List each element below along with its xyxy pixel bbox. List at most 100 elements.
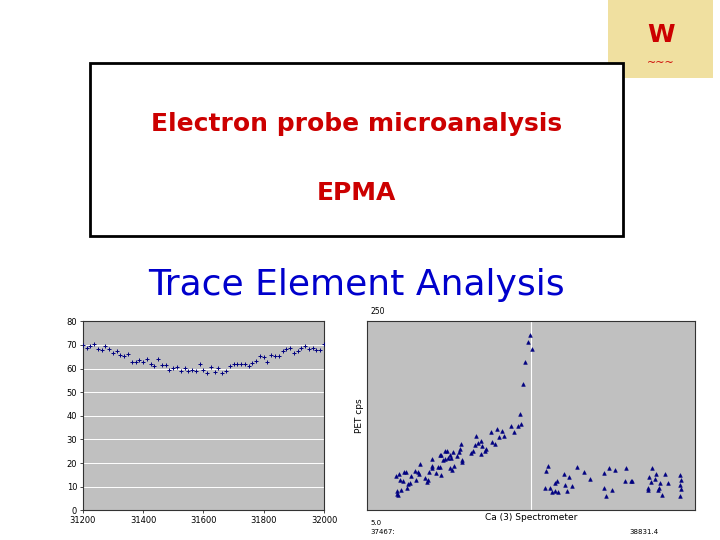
- Point: [469, 432, 481, 441]
- Point: [649, 475, 660, 483]
- Point: [517, 380, 528, 389]
- Point: [410, 475, 422, 484]
- Point: [674, 491, 685, 500]
- Point: [438, 456, 449, 464]
- Point: [427, 455, 438, 464]
- Point: [77, 341, 89, 349]
- Point: [578, 468, 590, 476]
- Point: [434, 463, 446, 472]
- Point: [654, 479, 666, 488]
- Point: [153, 355, 164, 363]
- Point: [542, 462, 554, 471]
- Point: [92, 345, 104, 354]
- Point: [392, 487, 403, 496]
- Point: [406, 472, 418, 481]
- Point: [473, 439, 485, 448]
- Point: [480, 447, 491, 455]
- Point: [435, 471, 446, 480]
- Point: [464, 448, 476, 457]
- Point: [247, 359, 258, 367]
- Text: ~~~: ~~~: [647, 58, 675, 68]
- Point: [156, 361, 168, 369]
- Point: [571, 463, 582, 471]
- Point: [163, 366, 175, 374]
- Point: [598, 469, 610, 477]
- Point: [625, 477, 636, 485]
- Point: [400, 468, 412, 476]
- Point: [598, 483, 609, 492]
- Point: [489, 440, 500, 449]
- Text: 37467:: 37467:: [371, 529, 395, 535]
- Point: [190, 367, 202, 376]
- Point: [646, 463, 657, 472]
- Point: [239, 359, 251, 368]
- Point: [662, 479, 674, 488]
- Point: [654, 484, 665, 492]
- Text: 5.0: 5.0: [371, 519, 382, 526]
- Point: [183, 367, 194, 375]
- Point: [546, 488, 558, 496]
- Point: [600, 492, 612, 501]
- Point: [107, 349, 119, 357]
- Point: [426, 462, 438, 471]
- Point: [413, 470, 425, 478]
- Point: [409, 467, 420, 475]
- Point: [179, 363, 190, 372]
- Point: [426, 464, 437, 472]
- Point: [456, 456, 468, 464]
- Point: [512, 422, 523, 430]
- Point: [394, 470, 405, 478]
- Point: [675, 476, 686, 484]
- Point: [475, 436, 487, 445]
- Point: [235, 360, 247, 368]
- Point: [493, 433, 505, 441]
- Point: [119, 351, 130, 360]
- Point: [442, 454, 454, 463]
- Point: [209, 368, 220, 377]
- Point: [392, 489, 403, 498]
- Point: [522, 338, 534, 347]
- Point: [111, 347, 122, 355]
- Point: [439, 455, 451, 463]
- Point: [430, 469, 441, 477]
- Point: [475, 450, 487, 458]
- Y-axis label: PET cps: PET cps: [356, 399, 364, 433]
- Point: [288, 348, 300, 357]
- Point: [650, 470, 662, 478]
- Point: [392, 491, 404, 500]
- Text: Trace Element Analysis: Trace Element Analysis: [148, 268, 564, 302]
- Point: [269, 352, 281, 360]
- Point: [552, 488, 564, 496]
- Point: [549, 487, 561, 495]
- Point: [552, 477, 563, 485]
- Point: [505, 421, 516, 430]
- Point: [491, 425, 503, 434]
- Point: [446, 454, 457, 462]
- Point: [520, 357, 531, 366]
- Point: [656, 491, 667, 500]
- Point: [585, 475, 596, 484]
- Point: [421, 477, 433, 486]
- Point: [439, 447, 451, 456]
- Point: [467, 447, 479, 455]
- Point: [402, 480, 413, 489]
- Point: [558, 469, 570, 478]
- Point: [516, 419, 527, 428]
- Point: [273, 351, 284, 360]
- Point: [296, 344, 307, 353]
- Point: [243, 362, 254, 370]
- Point: [526, 345, 538, 354]
- Point: [477, 441, 488, 450]
- Point: [643, 472, 654, 481]
- Point: [498, 432, 510, 441]
- Point: [258, 352, 269, 361]
- Point: [194, 360, 205, 369]
- Point: [311, 346, 323, 354]
- Point: [675, 481, 686, 489]
- Point: [675, 471, 686, 480]
- Point: [606, 485, 618, 494]
- Point: [433, 463, 444, 471]
- Point: [122, 350, 134, 359]
- Text: 38831.4: 38831.4: [629, 529, 658, 535]
- Point: [603, 464, 615, 472]
